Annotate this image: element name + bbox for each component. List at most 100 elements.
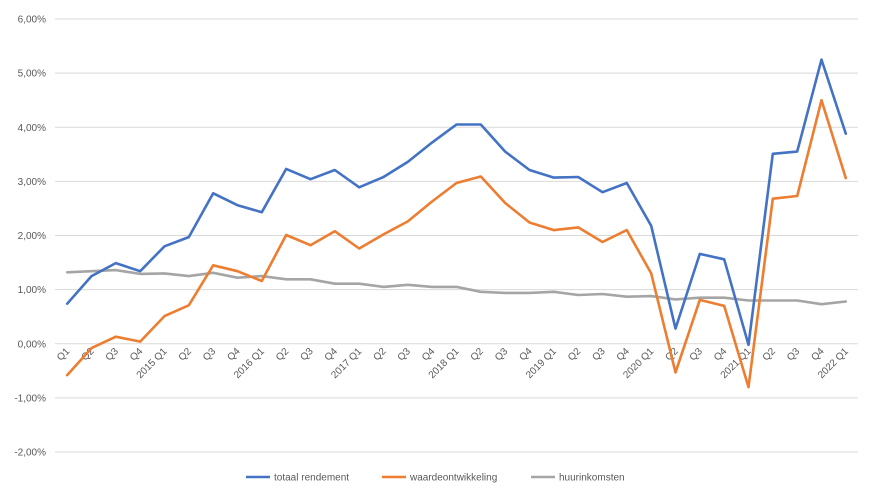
data-point <box>845 177 848 180</box>
x-tick-label: Q2 <box>274 346 292 364</box>
x-tick-label: Q4 <box>517 346 535 364</box>
data-point <box>674 298 677 301</box>
x-tick-label: Q2 <box>566 346 584 364</box>
y-tick-label: 0,00% <box>18 339 46 350</box>
y-tick-label: 5,00% <box>18 69 46 80</box>
x-tick-label: Q4 <box>128 346 146 364</box>
data-point <box>309 278 312 281</box>
data-point <box>261 280 264 283</box>
x-tick-label: Q3 <box>298 346 316 364</box>
y-tick-label: 6,00% <box>18 15 46 26</box>
data-point <box>236 270 239 273</box>
data-point <box>723 296 726 299</box>
data-point <box>577 294 580 297</box>
data-point <box>480 290 483 293</box>
data-point <box>455 286 458 289</box>
data-point <box>66 374 69 377</box>
data-point <box>699 253 702 256</box>
data-point <box>212 192 215 195</box>
data-point <box>601 241 604 244</box>
data-point <box>723 305 726 308</box>
data-point <box>66 302 69 305</box>
data-point <box>139 273 142 276</box>
data-point <box>626 295 629 298</box>
x-tick-label: Q2 <box>371 346 389 364</box>
data-point <box>358 186 361 189</box>
series-line-totaal-rendement <box>65 58 848 347</box>
data-point <box>626 182 629 185</box>
data-point <box>358 247 361 250</box>
x-tick-label: Q4 <box>420 346 438 364</box>
data-point <box>626 229 629 232</box>
data-point <box>553 290 556 293</box>
x-tick-label: Q3 <box>590 346 608 364</box>
x-tick-label: Q3 <box>201 346 219 364</box>
data-point <box>772 197 775 200</box>
legend: totaal rendement waardeontwikkeling huurin… <box>246 473 625 484</box>
x-tick-label: Q2 <box>761 346 779 364</box>
series-line-huurinkomsten <box>65 268 848 306</box>
data-point <box>528 221 531 224</box>
data-point <box>772 299 775 302</box>
y-tick-label: 4,00% <box>18 123 46 134</box>
legend-label: waardeontwikkeling <box>409 473 497 484</box>
data-point <box>309 178 312 181</box>
data-point <box>528 292 531 295</box>
x-tick-label: Q4 <box>615 346 633 364</box>
data-point <box>285 278 288 281</box>
legend-label: huurinkomsten <box>559 473 625 484</box>
data-point <box>285 168 288 171</box>
data-point <box>699 299 702 302</box>
data-point <box>650 272 653 275</box>
data-point <box>820 303 823 306</box>
data-point <box>601 191 604 194</box>
data-point <box>747 386 750 389</box>
data-point <box>747 344 750 347</box>
data-point <box>334 169 337 172</box>
data-point <box>90 347 93 350</box>
data-point <box>845 132 848 135</box>
data-point <box>650 224 653 227</box>
data-point <box>504 202 507 205</box>
data-point <box>480 123 483 126</box>
data-point <box>553 176 556 179</box>
x-tick-label: Q2 <box>469 346 487 364</box>
x-tick-label: Q4 <box>323 346 341 364</box>
data-point <box>455 123 458 126</box>
x-tick-label: Q2 <box>79 346 97 364</box>
data-point <box>163 245 166 248</box>
y-axis-labels: 6,00% 5,00% 4,00% 3,00% 2,00% 1,00% 0,00% -1,00… <box>14 15 46 459</box>
legend-label: totaal rendement <box>274 473 349 484</box>
series-line-waardeontwikkeling <box>65 98 848 389</box>
data-point <box>407 283 410 286</box>
x-tick-label: Q3 <box>688 346 706 364</box>
data-point <box>504 292 507 295</box>
data-point <box>285 234 288 237</box>
data-point <box>504 150 507 153</box>
data-point <box>188 304 191 307</box>
data-point <box>212 272 215 275</box>
x-tick-label: Q4 <box>809 346 827 364</box>
data-point <box>309 244 312 247</box>
data-point <box>820 58 823 61</box>
data-point <box>674 371 677 374</box>
data-point <box>163 272 166 275</box>
data-point <box>601 293 604 296</box>
data-point <box>90 275 93 278</box>
data-point <box>188 275 191 278</box>
data-point <box>407 161 410 164</box>
data-point <box>236 276 239 279</box>
data-point <box>528 169 531 172</box>
data-point <box>115 262 118 265</box>
x-tick-label: Q3 <box>493 346 511 364</box>
y-tick-label: -1,00% <box>14 393 46 404</box>
data-point <box>139 270 142 273</box>
data-point <box>796 299 799 302</box>
data-point <box>796 195 799 198</box>
y-tick-label: 1,00% <box>18 285 46 296</box>
data-point <box>480 175 483 178</box>
data-point <box>334 230 337 233</box>
data-point <box>455 182 458 185</box>
data-point <box>772 152 775 155</box>
